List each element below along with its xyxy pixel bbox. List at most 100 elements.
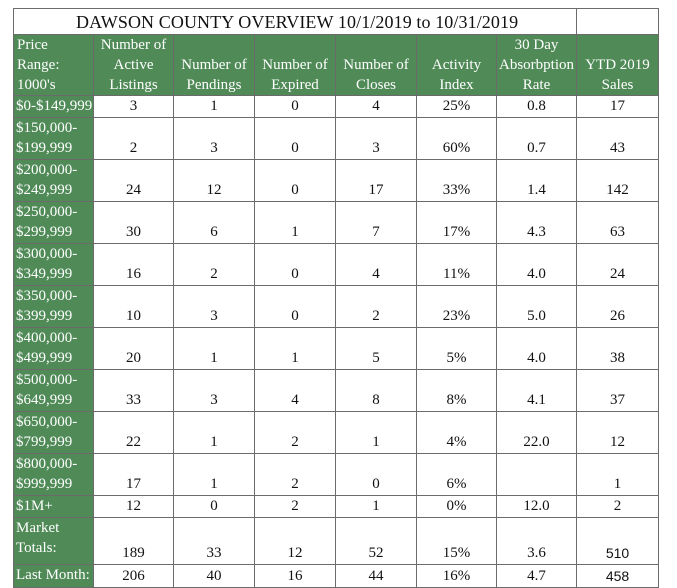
cell-ytd-sales: 458 — [576, 564, 659, 588]
cell-closes: 17 — [335, 159, 417, 202]
cell-absorption-rate: 3.6 — [496, 517, 577, 565]
cell-active-listings: 30 — [93, 201, 174, 244]
label-line: $799,999 — [16, 434, 73, 450]
label-line: $199,999 — [16, 140, 73, 156]
label-line: $649,999 — [16, 392, 73, 408]
cell-expired: 1 — [254, 327, 336, 370]
header-line: Number of — [343, 57, 409, 73]
label-line: $400,000- — [16, 330, 78, 346]
cell-activity-index: 60% — [416, 117, 497, 160]
price-range-label: $400,000- $499,999 — [13, 327, 94, 370]
cell-active-listings: 20 — [93, 327, 174, 370]
cell-pendings: 0 — [173, 495, 255, 518]
cell-ytd-sales: 142 — [576, 159, 659, 202]
cell-expired: 0 — [254, 243, 336, 286]
cell-expired: 4 — [254, 369, 336, 412]
header-line: 30 Day — [514, 37, 559, 53]
cell-pendings: 3 — [173, 117, 255, 160]
table-row: $400,000- $499,999 20 1 1 5 5% 4.0 38 — [13, 327, 659, 370]
table-row: $200,000- $249,999 24 12 0 17 33% 1.4 142 — [13, 159, 659, 202]
cell-activity-index: 33% — [416, 159, 497, 202]
label-line: $1M+ — [16, 498, 53, 514]
cell-activity-index: 6% — [416, 453, 497, 496]
price-range-label: Market Totals: — [13, 517, 94, 565]
header-line: Number of — [100, 37, 167, 53]
cell-active-listings: 206 — [93, 564, 174, 588]
price-range-label: $500,000- $649,999 — [13, 369, 94, 412]
label-line: $250,000- — [16, 204, 78, 220]
cell-active-listings: 12 — [93, 495, 174, 518]
cell-pendings: 1 — [173, 411, 255, 454]
price-range-label: $650,000- $799,999 — [13, 411, 94, 454]
cell-absorption-rate: 4.0 — [496, 243, 577, 286]
cell-active-listings: 16 — [93, 243, 174, 286]
table-title: DAWSON COUNTY OVERVIEW 10/1/2019 to 10/3… — [13, 8, 577, 35]
label-line: $999,999 — [16, 476, 73, 492]
header-line: Absorbption — [499, 57, 574, 73]
label-line: $349,999 — [16, 266, 73, 282]
header-line: Index — [439, 77, 474, 93]
cell-ytd-sales: 37 — [576, 369, 659, 412]
price-range-label: $300,000- $349,999 — [13, 243, 94, 286]
table-row: $500,000- $649,999 33 3 4 8 8% 4.1 37 — [13, 369, 659, 412]
cell-active-listings: 17 — [93, 453, 174, 496]
cell-active-listings: 189 — [93, 517, 174, 565]
price-range-label: $0-$149,999 — [13, 95, 94, 118]
cell-closes: 4 — [335, 95, 417, 118]
cell-absorption-rate: 0.7 — [496, 117, 577, 160]
label-line: Last Month: — [16, 567, 90, 583]
cell-activity-index: 11% — [416, 243, 497, 286]
cell-absorption-rate: 4.0 — [496, 327, 577, 370]
cell-closes: 4 — [335, 243, 417, 286]
label-line: $249,999 — [16, 182, 73, 198]
label-line: $399,999 — [16, 308, 73, 324]
cell-pendings: 3 — [173, 369, 255, 412]
price-range-label: Last Month: — [13, 564, 94, 588]
cell-activity-index: 8% — [416, 369, 497, 412]
table-row: $800,000- $999,999 17 1 2 0 6% 1 — [13, 453, 659, 496]
title-row: DAWSON COUNTY OVERVIEW 10/1/2019 to 10/3… — [13, 8, 659, 35]
header-line: Sales — [601, 77, 634, 93]
cell-closes: 7 — [335, 201, 417, 244]
cell-closes: 5 — [335, 327, 417, 370]
label-line: $800,000- — [16, 456, 78, 472]
cell-expired: 2 — [254, 495, 336, 518]
cell-expired: 0 — [254, 285, 336, 328]
cell-ytd-sales: 510 — [576, 517, 659, 565]
cell-activity-index: 16% — [416, 564, 497, 588]
cell-expired: 0 — [254, 159, 336, 202]
header-pendings: Number of Pendings — [173, 34, 255, 96]
table-row: $1M+ 12 0 2 1 0% 12.0 2 — [13, 495, 659, 518]
cell-pendings: 1 — [173, 453, 255, 496]
cell-ytd-sales: 12 — [576, 411, 659, 454]
cell-closes: 0 — [335, 453, 417, 496]
price-range-label: $150,000- $199,999 — [13, 117, 94, 160]
header-line: Rate — [522, 77, 551, 93]
header-line: YTD 2019 — [585, 57, 650, 73]
cell-pendings: 12 — [173, 159, 255, 202]
table-row: $350,000- $399,999 10 3 0 2 23% 5.0 26 — [13, 285, 659, 328]
cell-closes: 1 — [335, 495, 417, 518]
price-range-label: $200,000- $249,999 — [13, 159, 94, 202]
cell-absorption-rate: 1.4 — [496, 159, 577, 202]
price-range-label: $1M+ — [13, 495, 94, 518]
table-row: $0-$149,999 3 1 0 4 25% 0.8 17 — [13, 95, 659, 118]
cell-absorption-rate: 4.7 — [496, 564, 577, 588]
cell-closes: 52 — [335, 517, 417, 565]
cell-activity-index: 23% — [416, 285, 497, 328]
cell-absorption-rate: 0.8 — [496, 95, 577, 118]
cell-closes: 1 — [335, 411, 417, 454]
label-line: $350,000- — [16, 288, 78, 304]
cell-active-listings: 33 — [93, 369, 174, 412]
cell-active-listings: 3 — [93, 95, 174, 118]
county-overview-table: DAWSON COUNTY OVERVIEW 10/1/2019 to 10/3… — [13, 8, 659, 588]
cell-expired: 16 — [254, 564, 336, 588]
header-line: Number of — [262, 57, 328, 73]
label-line: $200,000- — [16, 162, 78, 178]
cell-expired: 0 — [254, 117, 336, 160]
label-line: $499,999 — [16, 350, 73, 366]
label-line: $650,000- — [16, 414, 78, 430]
header-ytd-sales: YTD 2019 Sales — [576, 34, 659, 96]
header-line: 1000's — [17, 77, 56, 93]
header-active-listings: Number of Active Listings — [93, 34, 174, 96]
